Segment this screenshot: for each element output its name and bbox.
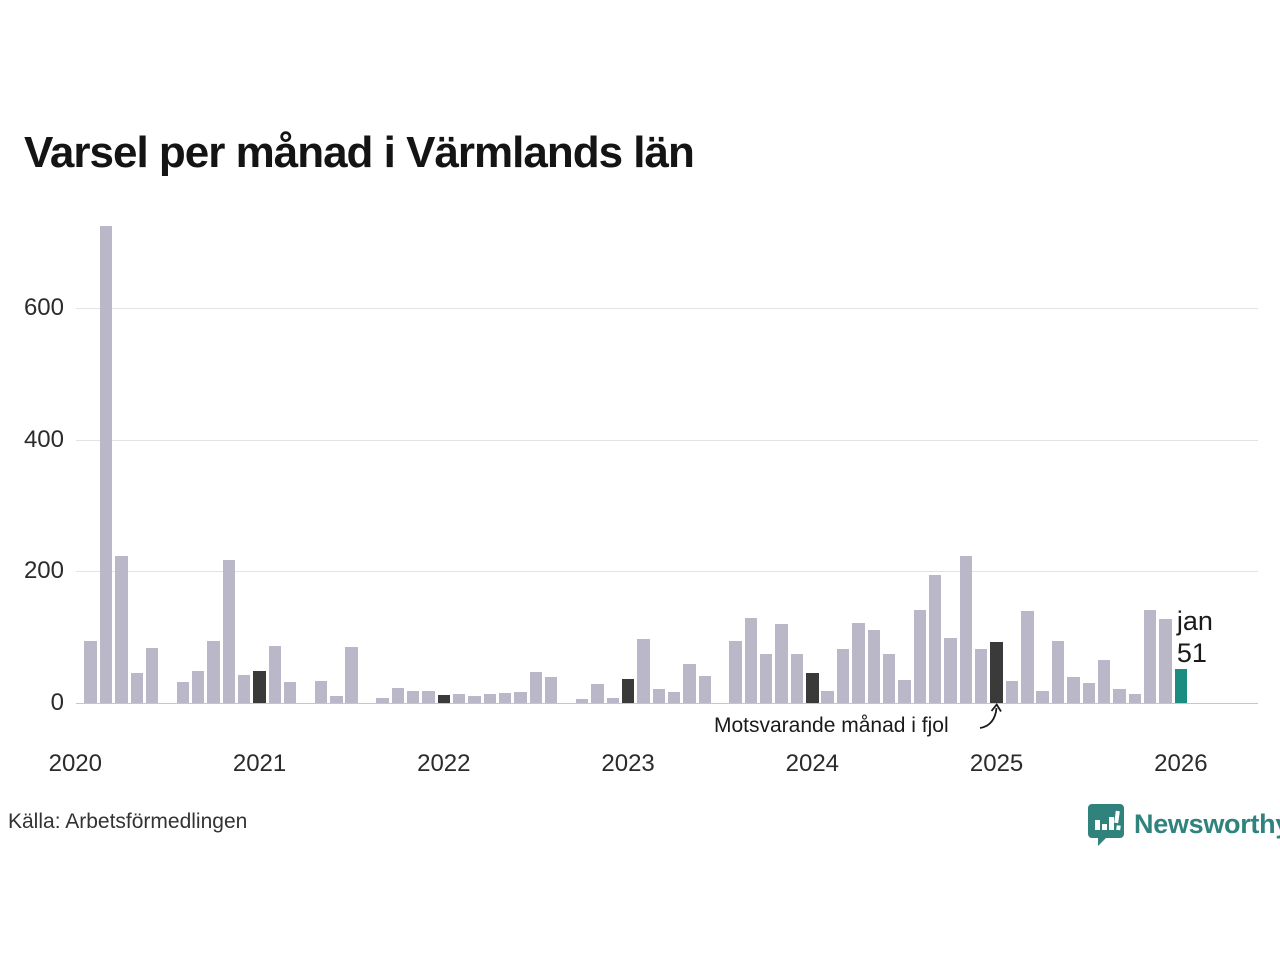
y-axis-tick-200: 200 xyxy=(23,557,64,585)
bar-2020-04 xyxy=(115,555,128,703)
bar-2022-06 xyxy=(514,691,527,703)
bar-2024-10 xyxy=(944,637,957,703)
bar-2025-07 xyxy=(1082,682,1095,703)
source-text: Källa: Arbetsförmedlingen xyxy=(8,810,248,833)
bar-2023-10 xyxy=(760,653,773,703)
bar-2025-06 xyxy=(1067,677,1080,703)
bar-2025-10 xyxy=(1128,693,1141,703)
bar-2025-01 xyxy=(990,641,1003,703)
bar-2020-10 xyxy=(207,640,220,703)
bar-2022-12 xyxy=(606,697,619,703)
x-axis-tick-2021: 2021 xyxy=(232,750,287,777)
bar-2021-11 xyxy=(406,690,420,703)
x-axis-tick-2020: 2020 xyxy=(48,750,102,777)
bar-2024-04 xyxy=(852,623,865,703)
x-axis-tick-2023: 2023 xyxy=(601,750,655,777)
bar-2021-10 xyxy=(391,687,404,703)
gridline-200 xyxy=(76,571,1258,573)
gridline-400 xyxy=(76,439,1258,441)
bar-2024-11 xyxy=(959,555,973,703)
current-month-name: jan xyxy=(1176,606,1213,637)
bar-2022-08 xyxy=(545,677,558,703)
bar-2023-08 xyxy=(729,640,742,703)
bar-2024-08 xyxy=(913,610,927,703)
bar-2023-11 xyxy=(775,624,788,703)
bar-2024-07 xyxy=(898,679,911,703)
bar-2020-08 xyxy=(176,681,189,703)
bar-2021-09 xyxy=(376,698,389,703)
bar-2025-11 xyxy=(1143,610,1157,703)
x-axis-line xyxy=(76,703,1258,704)
chart-title: Varsel per månad i Värmlands län xyxy=(24,128,695,177)
bar-2024-02 xyxy=(821,690,834,703)
bar-2023-04 xyxy=(667,692,681,703)
x-axis-tick-2024: 2024 xyxy=(785,750,840,777)
x-axis-tick-2025: 2025 xyxy=(969,750,1024,777)
bar-2023-06 xyxy=(698,676,712,703)
bar-2025-09 xyxy=(1113,688,1126,703)
bar-2025-04 xyxy=(1036,691,1049,703)
branding: Newsworthy xyxy=(1087,803,1280,846)
y-axis-tick-600: 600 xyxy=(23,294,64,322)
bar-2020-06 xyxy=(145,647,159,703)
bar-2021-12 xyxy=(422,690,435,703)
bar-2024-12 xyxy=(975,649,988,703)
annotation-arrow-icon xyxy=(979,702,1002,729)
bar-2025-12 xyxy=(1159,619,1172,703)
bar-2021-02 xyxy=(268,646,282,703)
newsworthy-logo-icon xyxy=(1088,804,1124,846)
bar-2023-12 xyxy=(790,653,804,703)
bar-2020-02 xyxy=(84,640,97,703)
bar-2024-05 xyxy=(867,629,880,703)
x-axis-tick-2026: 2026 xyxy=(1154,750,1208,777)
bar-2024-03 xyxy=(836,649,850,703)
bar-2022-01 xyxy=(437,695,450,703)
bar-2024-06 xyxy=(882,653,896,703)
bar-2020-05 xyxy=(130,672,143,703)
bar-2021-06 xyxy=(330,696,343,703)
bar-2025-02 xyxy=(1005,681,1019,703)
bar-2026-01 xyxy=(1174,669,1188,703)
annotation-text: Motsvarande månad i fjol xyxy=(714,714,949,737)
bar-2020-11 xyxy=(222,559,236,703)
bar-2022-11 xyxy=(591,683,604,703)
bar-2020-03 xyxy=(99,225,113,703)
bar-2023-03 xyxy=(652,688,665,703)
bar-2023-09 xyxy=(744,618,758,703)
bar-2025-03 xyxy=(1021,610,1034,703)
bar-2020-12 xyxy=(238,675,251,703)
current-month-label: jan 51 xyxy=(1177,606,1213,669)
bar-2025-08 xyxy=(1097,660,1111,703)
y-axis-tick-400: 400 xyxy=(23,425,64,453)
bar-2021-07 xyxy=(345,647,358,703)
bar-2024-01 xyxy=(806,673,819,703)
bar-2023-05 xyxy=(683,663,696,703)
bar-2022-10 xyxy=(575,699,589,703)
bar-2020-09 xyxy=(191,671,205,703)
bar-2025-05 xyxy=(1051,640,1065,703)
bar-2023-02 xyxy=(637,638,650,703)
bar-2021-03 xyxy=(284,681,297,703)
bar-2024-09 xyxy=(928,575,942,703)
branding-name: Newsworthy xyxy=(1134,809,1280,839)
y-axis-tick-0: 0 xyxy=(50,689,64,716)
current-month-value: 51 xyxy=(1176,637,1207,668)
x-axis-tick-2022: 2022 xyxy=(417,750,471,777)
bar-2023-01 xyxy=(621,679,635,703)
bar-2022-02 xyxy=(452,693,466,703)
plot-area: jan 51 0 200 400 600 2020 2021 2022 2023 2024 202… xyxy=(24,215,1258,777)
bar-2021-05 xyxy=(314,681,328,703)
gridline-600 xyxy=(76,308,1258,310)
annotation-last-year: Motsvarande månad i fjol xyxy=(714,714,949,738)
bar-2022-07 xyxy=(529,672,543,703)
bar-2021-01 xyxy=(253,671,266,703)
bar-2022-04 xyxy=(483,694,497,703)
bar-2022-03 xyxy=(468,696,481,703)
bar-2022-05 xyxy=(499,693,512,703)
